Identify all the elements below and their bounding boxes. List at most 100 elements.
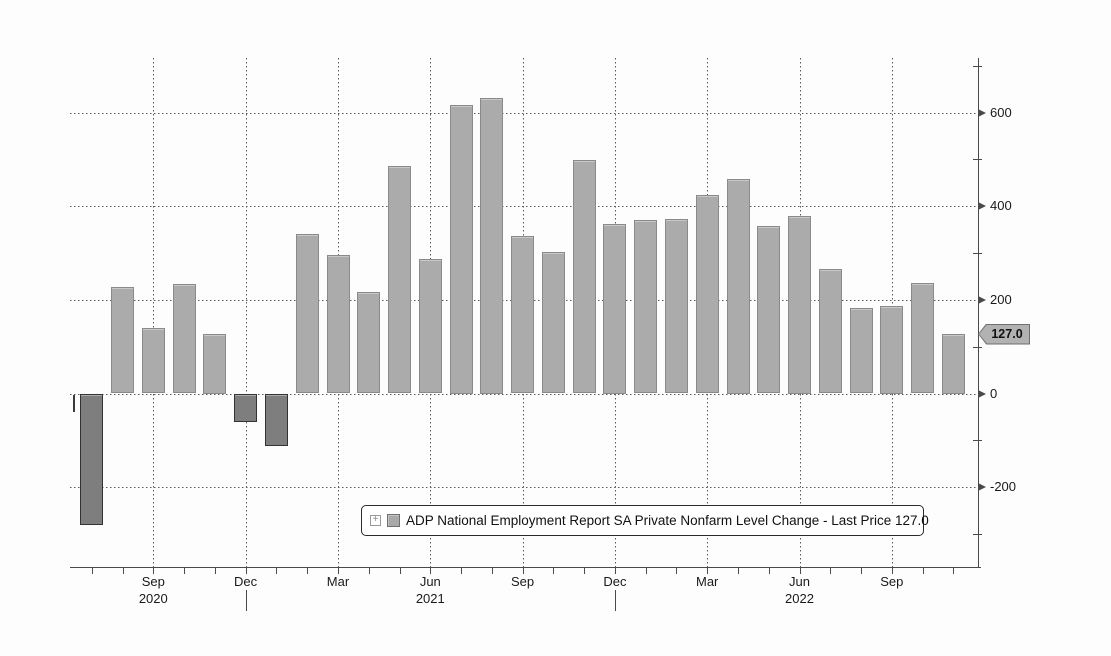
bar xyxy=(111,287,135,394)
x-axis-tick xyxy=(491,568,493,574)
x-axis-tick xyxy=(153,568,155,574)
x-axis-month-label: Jun xyxy=(789,574,810,589)
x-axis-tick xyxy=(307,568,309,574)
x-axis-month-label: Dec xyxy=(234,574,258,589)
y-axis-tick-arrow-icon xyxy=(978,483,986,492)
x-axis-month-label: Jun xyxy=(419,574,441,589)
x-axis-tick xyxy=(676,568,678,574)
gridline-horizontal xyxy=(70,393,978,395)
x-axis-month-label: Sep xyxy=(880,574,904,589)
gridline-horizontal xyxy=(70,206,978,208)
x-axis-tick xyxy=(738,568,739,574)
x-axis-tick xyxy=(276,568,278,574)
bar xyxy=(541,252,565,394)
x-axis-tick xyxy=(830,568,832,574)
bar xyxy=(572,160,596,394)
x-axis-tick xyxy=(214,568,216,574)
x-axis-tick xyxy=(430,568,432,574)
x-axis-tick xyxy=(399,568,401,574)
bar xyxy=(664,219,688,394)
bar xyxy=(80,393,104,525)
y-axis-tick-arrow-icon xyxy=(978,202,986,211)
y-axis-tick-arrow-icon xyxy=(978,295,986,304)
bar xyxy=(172,284,196,394)
bar xyxy=(357,292,381,394)
x-axis-year-label: 2021 xyxy=(415,591,445,606)
year-divider-line xyxy=(245,590,247,611)
x-axis xyxy=(70,567,981,568)
x-axis-tick xyxy=(922,568,924,574)
bar xyxy=(480,97,504,394)
bar xyxy=(695,194,719,394)
bar xyxy=(788,216,811,394)
bar xyxy=(449,105,473,394)
bar xyxy=(603,223,627,394)
x-axis-tick xyxy=(522,568,524,574)
bar xyxy=(757,226,781,394)
last-price-tag: 127.0 xyxy=(978,323,1030,345)
x-axis-month-label: Sep xyxy=(511,574,535,589)
last-price-tag-body: 127.0 xyxy=(979,324,1029,344)
x-axis-tick xyxy=(122,568,124,574)
bar xyxy=(141,328,165,394)
bar xyxy=(234,393,258,422)
y-axis-label: -200 xyxy=(990,479,1017,495)
clipped-bar-edge xyxy=(73,395,75,412)
gridline-vertical xyxy=(245,58,247,567)
bar xyxy=(203,334,227,394)
y-axis xyxy=(978,58,979,568)
x-axis-tick xyxy=(461,568,462,574)
bar xyxy=(418,259,442,394)
legend-label: ADP National Employment Report SA Privat… xyxy=(406,513,929,528)
x-axis-tick xyxy=(91,568,93,574)
series-color-swatch-icon xyxy=(387,514,400,527)
y-axis-minor-tick xyxy=(973,253,982,254)
y-axis-minor-tick xyxy=(973,534,982,535)
y-axis-minor-tick xyxy=(973,65,982,67)
bar xyxy=(511,236,535,394)
bar xyxy=(941,334,965,394)
y-axis-label: 400 xyxy=(990,198,1012,214)
bar xyxy=(295,234,319,394)
x-axis-tick xyxy=(338,568,339,574)
x-axis-year-label: 2020 xyxy=(138,591,168,606)
x-axis-month-label: Mar xyxy=(326,574,350,589)
x-axis-month-label: Sep xyxy=(141,574,165,589)
bar xyxy=(818,269,842,394)
bar xyxy=(726,179,750,394)
bar xyxy=(911,283,935,394)
x-axis-tick xyxy=(614,568,616,574)
expand-plus-icon[interactable]: + xyxy=(370,515,381,526)
x-axis-tick xyxy=(184,568,186,574)
x-axis-tick xyxy=(645,568,647,574)
x-axis-tick xyxy=(768,568,770,574)
x-axis-tick xyxy=(799,568,801,574)
last-price-value: 127.0 xyxy=(991,327,1023,341)
x-axis-month-label: Mar xyxy=(695,574,719,589)
y-axis-label: 600 xyxy=(990,104,1012,120)
bar xyxy=(326,255,350,394)
bar xyxy=(634,220,658,394)
y-axis-tick-arrow-icon xyxy=(978,108,986,117)
gridline-vertical xyxy=(153,58,155,567)
y-axis-tick-arrow-icon xyxy=(978,389,986,398)
y-axis-minor-tick xyxy=(973,159,982,161)
x-axis-tick xyxy=(245,568,247,574)
y-axis-minor-tick xyxy=(973,440,982,442)
x-axis-tick xyxy=(953,568,955,574)
x-axis-year-label: 2022 xyxy=(785,591,814,606)
x-axis-tick xyxy=(584,568,586,574)
bar xyxy=(849,308,873,394)
x-axis-month-label: Dec xyxy=(603,574,627,589)
y-axis-label: 0 xyxy=(990,385,998,401)
x-axis-tick xyxy=(553,568,555,574)
x-axis-tick xyxy=(368,568,370,574)
bar xyxy=(388,165,411,394)
y-axis-minor-tick xyxy=(973,346,982,348)
legend[interactable]: + ADP National Employment Report SA Priv… xyxy=(361,505,929,536)
year-divider-line xyxy=(614,590,616,611)
x-axis-tick xyxy=(707,568,709,574)
bar xyxy=(880,305,904,394)
